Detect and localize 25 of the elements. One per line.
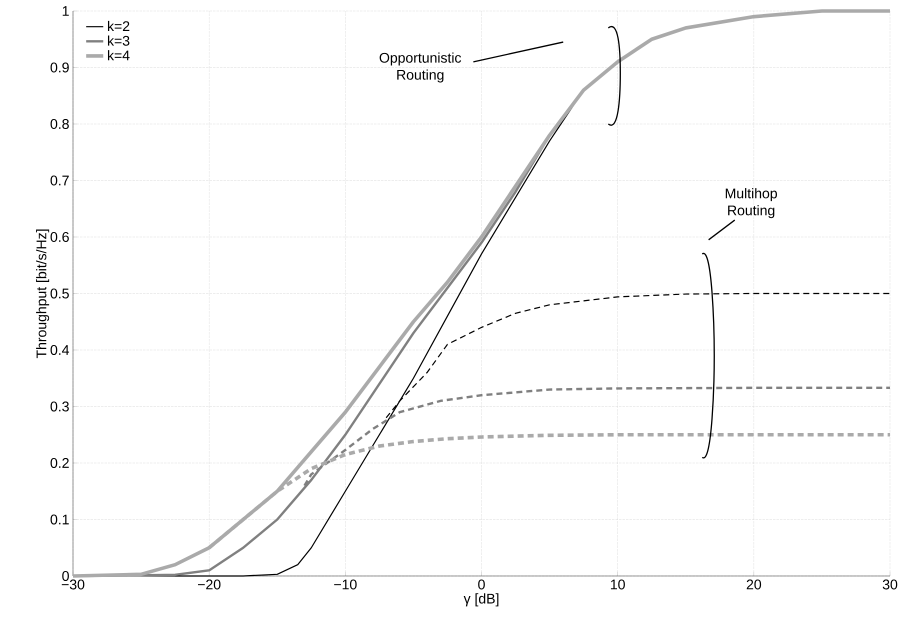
- y-tick-label: 0.6: [50, 232, 69, 242]
- y-tick-label: 0: [62, 571, 69, 581]
- x-tick-label: −10: [334, 580, 357, 590]
- y-tick-label: 0.3: [50, 402, 69, 412]
- y-tick-label: 0.9: [50, 62, 69, 72]
- annotation: Multihop Routing: [726, 188, 777, 218]
- y-tick-label: 0.5: [50, 288, 69, 298]
- legend-label: k=3: [108, 35, 130, 46]
- x-axis-title: γ [dB]: [464, 593, 498, 606]
- y-tick-label: 0.2: [50, 458, 69, 468]
- y-tick-label: 0.1: [50, 514, 69, 524]
- y-axis-title: Throughput [bit/s/Hz]: [36, 230, 50, 358]
- y-tick-label: 0.8: [50, 119, 69, 129]
- legend-label: k=2: [108, 20, 130, 31]
- x-tick-label: 30: [882, 580, 898, 590]
- x-tick-label: −20: [198, 580, 220, 590]
- y-tick-label: 1: [62, 6, 69, 16]
- y-tick-label: 0.7: [50, 176, 69, 186]
- x-tick-label: 10: [610, 580, 625, 590]
- x-tick-label: 20: [746, 580, 762, 590]
- legend-label: k=4: [108, 50, 130, 60]
- x-tick-label: −30: [62, 580, 84, 590]
- annotation: Opportunistic Routing: [380, 52, 462, 83]
- x-tick-label: 0: [478, 580, 485, 590]
- y-tick-label: 0.4: [50, 345, 70, 355]
